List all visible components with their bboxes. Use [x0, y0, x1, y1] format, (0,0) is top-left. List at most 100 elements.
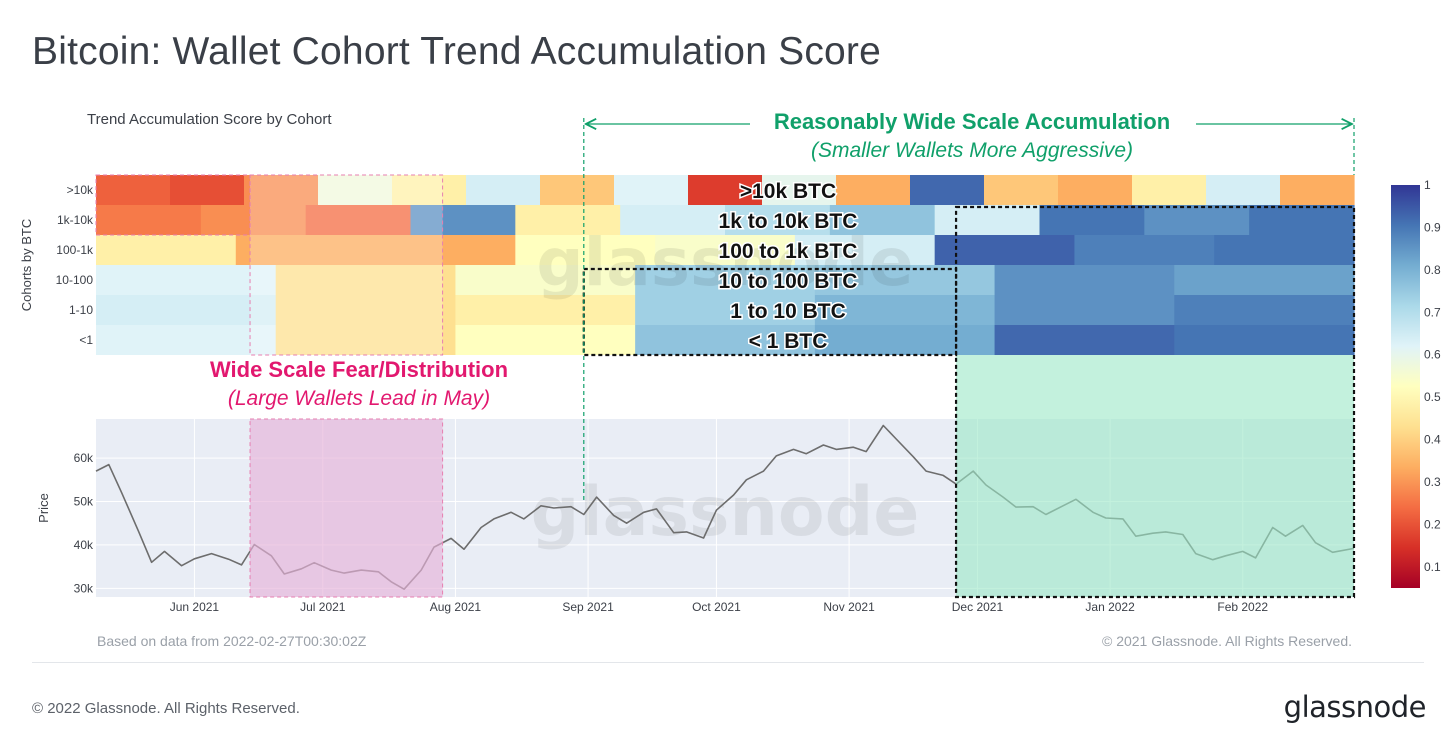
cohort-tick-label: >10k — [67, 183, 94, 197]
fear-heatmap-box — [249, 174, 444, 356]
heatmap-cell — [515, 205, 621, 235]
source-note: Based on data from 2022-02-27T00:30:02Z — [97, 633, 367, 649]
price-tick-label: 30k — [74, 581, 94, 595]
heatmap-cell — [994, 295, 1175, 325]
heatmap-cell — [620, 205, 726, 235]
colorbar-tick-label: 0.4 — [1424, 433, 1441, 447]
heatmap: >10k 1k-10k 100-1k 10-100 1-10 <1 glassnode — [56, 175, 1355, 355]
heatmap-cell — [455, 295, 636, 325]
heatmap-cell — [1074, 235, 1215, 265]
footer-copyright: © 2022 Glassnode. All Rights Reserved. — [32, 700, 300, 717]
heatmap-cell — [375, 235, 516, 265]
heatmap-cell — [275, 265, 457, 295]
heatmap-cell — [1144, 205, 1250, 235]
price-tick-label: 50k — [74, 494, 94, 508]
x-tick-label: Dec 2021 — [952, 600, 1004, 614]
cohort-overlay-label: 1k to 10k BTC — [719, 210, 858, 233]
colorbar-tick-label: 1 — [1424, 178, 1431, 192]
cohort-overlay-label: 1 to 10 BTC — [730, 300, 846, 323]
heatmap-cell — [934, 235, 1076, 265]
heatmap-cell — [1058, 175, 1133, 205]
price-watermark: glassnode — [531, 473, 920, 552]
heatmap-cell — [1280, 175, 1355, 205]
heatmap-cell — [794, 235, 936, 265]
x-tick-label: Feb 2022 — [1217, 600, 1268, 614]
heatmap-cell — [1206, 175, 1281, 205]
colorbar-tick-label: 0.8 — [1424, 263, 1441, 277]
heatmap-cell — [635, 295, 816, 325]
heatmap-cell — [96, 325, 277, 355]
cohort-tick-label: 100-1k — [56, 243, 94, 257]
price-tick-label: 40k — [74, 538, 94, 552]
price-tick-label: 60k — [74, 451, 94, 465]
chart-copyright: © 2021 Glassnode. All Rights Reserved. — [1102, 633, 1352, 649]
heatmap-cell — [829, 205, 936, 235]
heatmap-cell — [725, 205, 831, 235]
heatmap-cell — [244, 175, 319, 205]
heatmap-watermark: glassnode — [536, 224, 913, 301]
colorbar-tick-label: 0.5 — [1424, 390, 1441, 404]
heatmap-cell — [655, 235, 796, 265]
x-tick-label: Sep 2021 — [562, 600, 614, 614]
colorbar-gradient — [1391, 185, 1420, 588]
heatmap-cell — [635, 325, 816, 355]
heatmap-cell — [96, 295, 277, 325]
heatmap-cell — [200, 205, 307, 235]
cohort-tick-label: 1k-10k — [57, 213, 94, 227]
price-y-axis-label: Price — [36, 493, 51, 523]
accum-title: Reasonably Wide Scale Accumulation — [774, 109, 1170, 134]
heatmap-cell — [934, 205, 1041, 235]
heatmap-cell — [96, 205, 202, 235]
heatmap-cell — [1132, 175, 1207, 205]
heatmap-cell — [410, 205, 516, 235]
cohort-tick-label: 10-100 — [56, 273, 94, 287]
fear-title: Wide Scale Fear/Distribution — [210, 357, 508, 382]
chart-title: Trend Accumulation Score by Cohort — [87, 111, 332, 128]
colorbar: 1 0.9 0.8 0.7 0.6 0.5 0.4 0.3 0.2 0.1 — [1391, 178, 1441, 588]
heatmap-cell — [1174, 295, 1355, 325]
x-tick-label: Jan 2022 — [1085, 600, 1135, 614]
colorbar-tick-label: 0.6 — [1424, 348, 1441, 362]
colorbar-tick-label: 0.9 — [1424, 220, 1441, 234]
heatmap-cell — [1249, 205, 1355, 235]
accum-subtitle: (Smaller Wallets More Aggressive) — [811, 139, 1133, 162]
x-tick-label: Oct 2021 — [692, 600, 741, 614]
fear-subtitle: (Large Wallets Lead in May) — [228, 387, 490, 410]
fear-price-box — [249, 418, 444, 598]
heatmap-cell — [275, 295, 457, 325]
heatmap-cell — [1174, 265, 1355, 295]
annotations: Reasonably Wide Scale Accumulation (Small… — [95, 109, 1356, 599]
colorbar-tick-label: 0.2 — [1424, 517, 1441, 531]
heatmap-cell — [910, 175, 985, 205]
heatmap-y-axis-label: Cohorts by BTC — [19, 219, 34, 311]
heatmap-cell — [814, 295, 996, 325]
heatmap-cell — [318, 175, 393, 205]
heatmap-cell — [762, 175, 837, 205]
x-tick-label: Nov 2021 — [823, 600, 875, 614]
x-tick-label: Aug 2021 — [430, 600, 482, 614]
colorbar-tick-label: 0.3 — [1424, 475, 1441, 489]
heatmap-cell — [1039, 205, 1145, 235]
heatmap-cell — [96, 175, 171, 205]
heatmap-cell — [170, 175, 245, 205]
heatmap-cell — [994, 325, 1175, 355]
heatmap-cell — [688, 175, 763, 205]
heatmap-cell — [305, 205, 412, 235]
heatmap-cell — [466, 175, 541, 205]
colorbar-tick-label: 0.7 — [1424, 305, 1441, 319]
heatmap-cell — [984, 175, 1059, 205]
colorbar-tick-label: 0.1 — [1424, 560, 1441, 574]
accum-green-fill — [956, 355, 1354, 597]
heatmap-cell — [235, 235, 377, 265]
heatmap-cell — [515, 235, 656, 265]
heatmap-cell — [836, 175, 911, 205]
cohort-overlay-label: < 1 BTC — [749, 330, 828, 353]
heatmap-cell — [392, 175, 467, 205]
x-tick-label: Jul 2021 — [300, 600, 346, 614]
page-title: Bitcoin: Wallet Cohort Trend Accumulatio… — [32, 30, 882, 73]
small-cohort-box — [582, 267, 958, 357]
heatmap-cell — [540, 175, 615, 205]
cohort-tick-label: <1 — [79, 333, 93, 347]
cohort-tick-label: 1-10 — [69, 303, 93, 317]
heatmap-cell — [1174, 325, 1355, 355]
